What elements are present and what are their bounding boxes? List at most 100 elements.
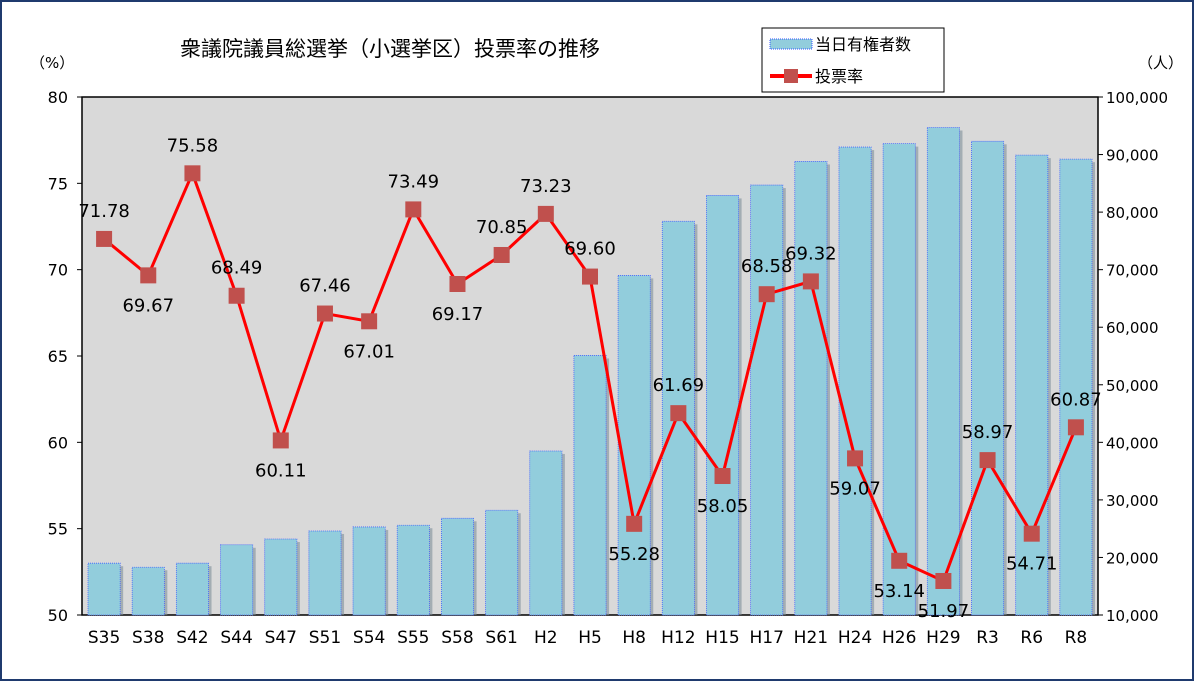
right-tick-label: 100,000	[1106, 89, 1168, 107]
data-label: 69.67	[122, 295, 174, 316]
data-label: 75.58	[167, 135, 219, 156]
data-label: 73.49	[388, 171, 440, 192]
data-label: 70.85	[476, 217, 528, 238]
x-tick-label: H29	[926, 628, 960, 648]
data-label: 67.46	[299, 276, 351, 297]
bar	[264, 538, 298, 616]
legend-line-marker	[784, 69, 798, 83]
x-tick-label: S55	[397, 628, 429, 648]
right-tick-label: 70,000	[1106, 262, 1159, 280]
line-marker	[670, 405, 687, 422]
right-tick-label: 10,000	[1106, 607, 1159, 625]
line-marker	[714, 468, 731, 485]
data-label: 60.11	[255, 460, 307, 481]
right-tick-label: 80,000	[1106, 204, 1159, 222]
x-tick-label: H17	[749, 628, 783, 648]
data-label: 59.07	[829, 478, 881, 499]
x-tick-label: H24	[838, 628, 872, 648]
data-label: 60.87	[1050, 389, 1102, 410]
bar	[1059, 158, 1093, 616]
line-marker	[140, 267, 157, 284]
data-label: 69.32	[785, 243, 837, 264]
bar	[352, 526, 386, 616]
data-label: 67.01	[343, 341, 395, 362]
data-label: 53.14	[873, 581, 925, 602]
x-tick-label: H21	[794, 628, 828, 648]
bar	[838, 146, 872, 616]
legend: 当日有権者数 投票率	[761, 27, 945, 93]
right-tick-label: 30,000	[1106, 492, 1159, 510]
right-tick-label: 50,000	[1106, 377, 1159, 395]
bar	[926, 127, 960, 616]
x-tick-label: R3	[976, 628, 999, 648]
x-tick-label: H26	[882, 628, 916, 648]
left-tick-label: 75	[48, 174, 68, 193]
x-tick-label: H8	[622, 628, 646, 648]
line-marker	[449, 275, 466, 292]
bar	[882, 143, 916, 616]
x-tick-label: S42	[176, 628, 208, 648]
left-tick-label: 70	[48, 261, 68, 280]
right-tick-label: 40,000	[1106, 434, 1159, 452]
line-marker	[316, 305, 333, 322]
bar	[175, 562, 209, 616]
left-tick-label: 60	[48, 433, 68, 452]
bar	[1015, 154, 1049, 616]
data-label: 58.97	[962, 422, 1014, 443]
legend-bar-swatch	[769, 38, 813, 50]
line-marker	[228, 287, 245, 304]
line-marker	[1067, 419, 1084, 436]
bar	[794, 161, 828, 616]
line-marker	[758, 286, 775, 303]
bar	[87, 562, 121, 616]
x-tick-label: S35	[88, 628, 120, 648]
line-marker	[361, 313, 378, 330]
legend-line-label: 投票率	[815, 67, 863, 86]
bar	[131, 566, 165, 616]
line-marker	[935, 572, 952, 589]
line-marker	[802, 273, 819, 290]
line-marker	[537, 205, 554, 222]
x-tick-label: S47	[265, 628, 297, 648]
right-tick-label: 90,000	[1106, 147, 1159, 165]
data-label: 61.69	[653, 375, 705, 396]
x-tick-label: H15	[705, 628, 739, 648]
x-tick-label: R8	[1065, 628, 1088, 648]
data-label: 73.23	[520, 176, 572, 197]
x-tick-label: S44	[220, 628, 252, 648]
bar	[529, 450, 563, 616]
bar	[485, 509, 519, 616]
data-label: 68.58	[741, 256, 793, 277]
left-axis-unit: （%）	[30, 54, 74, 72]
data-label: 69.17	[432, 304, 484, 325]
bar	[573, 355, 607, 616]
line-marker	[1023, 525, 1040, 542]
chart-title: 衆議院議員総選挙（小選挙区）投票率の推移	[180, 37, 600, 61]
left-tick-label: 50	[48, 606, 68, 625]
line-marker	[979, 452, 996, 469]
x-tick-label: S54	[353, 628, 385, 648]
right-tick-label: 20,000	[1106, 549, 1159, 567]
legend-bar-label: 当日有権者数	[815, 35, 911, 54]
bar	[308, 530, 342, 616]
data-label: 54.71	[1006, 554, 1058, 575]
data-label: 55.28	[608, 544, 660, 565]
x-tick-label: S58	[441, 628, 473, 648]
data-label: 71.78	[78, 201, 130, 222]
right-axis-unit: （人）	[1138, 54, 1183, 72]
x-tick-label: S51	[309, 628, 341, 648]
line-marker	[891, 552, 908, 569]
bar	[617, 275, 651, 616]
bar	[440, 517, 474, 616]
line-marker	[184, 165, 201, 182]
line-marker	[272, 432, 289, 449]
left-tick-label: 55	[48, 520, 68, 539]
data-label: 69.60	[564, 239, 616, 260]
bar	[706, 195, 740, 616]
line-marker	[582, 268, 598, 285]
data-label: 58.05	[697, 496, 749, 517]
x-tick-label: H12	[661, 628, 695, 648]
line-marker	[626, 515, 643, 532]
